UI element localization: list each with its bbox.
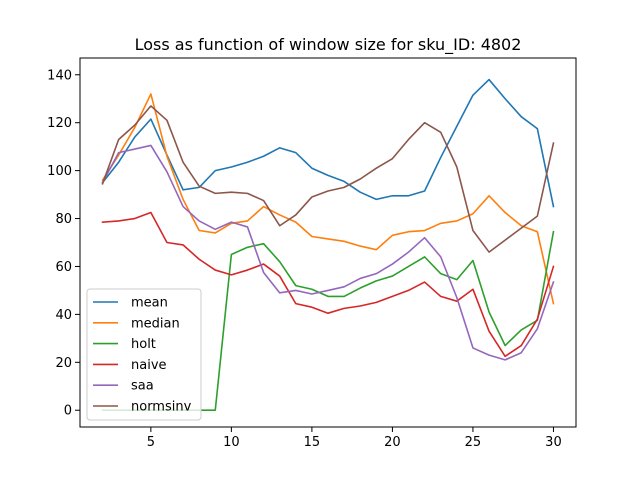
axes-frame xyxy=(79,57,577,428)
legend-label-holt: holt xyxy=(131,337,156,352)
y-tick-label: 20 xyxy=(55,356,72,371)
x-tick-label: 10 xyxy=(223,435,240,450)
x-tick-label: 30 xyxy=(545,435,562,450)
x-tick-label: 15 xyxy=(304,435,321,450)
legend-label-mean: mean xyxy=(131,296,168,311)
y-axis: 0 20 40 60 80 100 120 140 xyxy=(47,68,80,419)
legend-box xyxy=(86,288,202,421)
x-tick-label: 5 xyxy=(147,435,155,450)
series-line-saa xyxy=(101,144,555,361)
x-tick-label: 25 xyxy=(465,435,482,450)
series-line-median xyxy=(101,93,555,305)
series-line-naive xyxy=(101,211,555,358)
chart-title: Loss as function of window size for sku_… xyxy=(135,35,522,55)
y-tick-label: 0 xyxy=(64,404,72,419)
x-tick-label: 20 xyxy=(384,435,401,450)
legend-label-normsinv: normsinv xyxy=(131,400,192,415)
y-tick-label: 100 xyxy=(47,164,72,179)
series-line-normsinv xyxy=(101,105,555,253)
y-tick-label: 60 xyxy=(55,260,72,275)
x-axis: 5 10 15 20 25 30 xyxy=(147,427,562,450)
y-tick-label: 40 xyxy=(55,308,72,323)
legend-label-median: median xyxy=(131,316,180,331)
y-tick-label: 80 xyxy=(55,212,72,227)
legend-label-naive: naive xyxy=(131,358,167,373)
legend: mean median holt naive saa normsinv xyxy=(86,288,202,421)
y-tick-label: 120 xyxy=(47,116,72,131)
legend-label-saa: saa xyxy=(131,379,154,394)
y-tick-label: 140 xyxy=(47,68,72,83)
series-line-mean xyxy=(101,78,555,208)
